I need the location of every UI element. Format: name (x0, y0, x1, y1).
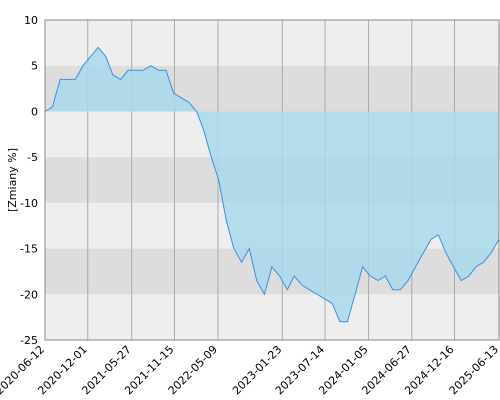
background-band (45, 20, 499, 66)
background-band (45, 294, 499, 340)
y-tick-label: 10 (24, 14, 38, 27)
y-tick-label: -25 (20, 334, 38, 347)
plot-frame (44, 19, 500, 341)
area-fill (45, 47, 499, 322)
y-tick-label: -15 (20, 243, 38, 256)
y-tick-label: -20 (20, 288, 38, 301)
y-axis-label: [Zmiany %] (6, 148, 19, 212)
line (44, 46, 500, 323)
y-tick-label: 5 (31, 60, 38, 73)
y-tick-label: -10 (20, 197, 38, 210)
y-tick-label: 0 (31, 105, 38, 118)
y-tick-label: -5 (27, 151, 38, 164)
